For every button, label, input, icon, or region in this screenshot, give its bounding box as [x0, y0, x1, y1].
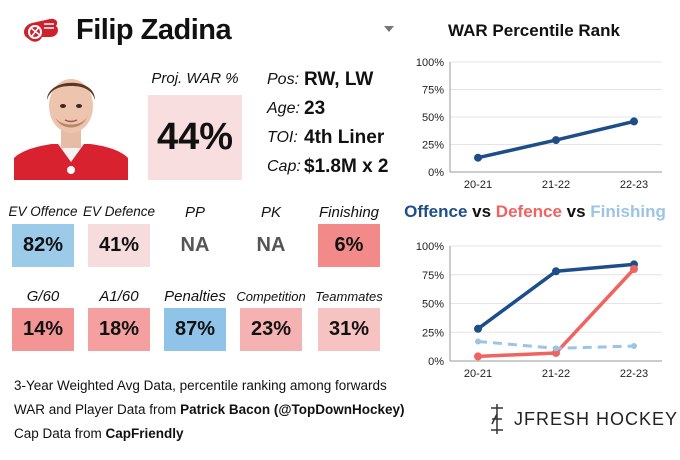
cap-label: Cap: — [267, 158, 301, 175]
y-tick-label: 75% — [422, 85, 444, 97]
proj-war-label: Proj. WAR % — [151, 70, 239, 87]
title-vs-2: vs — [561, 202, 591, 221]
pp-value: NA — [164, 224, 226, 267]
penalties-label: Penalties — [164, 288, 226, 305]
footnote-data-note: 3-Year Weighted Avg Data, percentile ran… — [14, 378, 387, 393]
proj-war-value: 44% — [148, 95, 242, 180]
pp-label: PP — [184, 204, 205, 221]
cap-value: $1.8M x 2 — [304, 156, 389, 177]
toi-label: TOI: — [267, 129, 298, 146]
data-point — [552, 348, 560, 357]
g60-value: 14% — [12, 308, 74, 351]
title-offence: Offence — [404, 202, 468, 221]
x-tick-label: 22-23 — [620, 179, 648, 190]
toi-value: 4th Liner — [304, 127, 385, 148]
cap-source-name: CapFriendly — [105, 426, 184, 441]
x-tick-label: 20-21 — [464, 179, 492, 190]
ev-defence-value: 41% — [88, 224, 150, 267]
y-tick-label: 75% — [422, 270, 444, 282]
ovd-chart-title: Offence vs Defence vs Finishing — [400, 202, 670, 222]
offence-defence-finishing-chart: 0% 25% 50% 75% 100% 20-21 21-22 22-23 — [416, 241, 662, 380]
ev-defence-label: EV Defence — [82, 204, 156, 219]
ev-offence-label: EV Offence — [8, 204, 78, 219]
war-chart-title: WAR Percentile Rank — [448, 21, 620, 40]
pk-value: NA — [240, 224, 302, 267]
competition-label: Competition — [236, 289, 306, 304]
ev-offence-value: 82% — [12, 224, 74, 267]
age-label: Age: — [267, 100, 300, 117]
data-point — [474, 153, 482, 162]
chevron-down-icon[interactable] — [384, 26, 394, 32]
title-defence: Defence — [495, 202, 562, 221]
x-tick-label: 21-22 — [542, 179, 570, 190]
title-vs-1: vs — [467, 202, 496, 221]
data-point — [630, 117, 638, 126]
y-tick-label: 50% — [422, 299, 444, 311]
y-tick-label: 100% — [416, 57, 444, 69]
player-name: Filip Zadina — [76, 14, 232, 46]
penalties-value: 87% — [164, 308, 226, 351]
finishing-label: Finishing — [318, 204, 380, 221]
pos-label: Pos: — [267, 71, 300, 88]
age-value: 23 — [304, 98, 326, 119]
footnote-war-source: WAR and Player Data from Patrick Bacon (… — [14, 402, 405, 417]
title-finishing: Finishing — [590, 202, 666, 221]
y-tick-label: 25% — [422, 140, 444, 152]
war-percentile-chart: 0% 25% 50% 75% 100% 20-21 21-22 22-23 — [416, 57, 662, 190]
data-point — [630, 265, 638, 273]
data-point — [475, 338, 481, 345]
data-point — [474, 324, 482, 333]
g60-label: G/60 — [26, 288, 60, 305]
data-point — [552, 136, 560, 145]
x-tick-label: 21-22 — [542, 368, 570, 380]
competition-value: 23% — [240, 308, 302, 351]
teammates-value: 31% — [318, 308, 380, 351]
data-point — [474, 352, 482, 361]
y-tick-label: 0% — [428, 167, 444, 179]
data-point — [552, 267, 560, 276]
y-tick-label: 0% — [428, 356, 444, 368]
y-tick-label: 25% — [422, 327, 444, 339]
jfresh-logo-icon — [491, 404, 503, 434]
y-tick-label: 100% — [416, 241, 444, 253]
x-tick-label: 22-23 — [620, 368, 648, 380]
pk-label: PK — [260, 204, 281, 221]
brand-name: JFRESH HOCKEY — [514, 408, 679, 429]
jfresh-brand: JFRESH HOCKEY — [488, 402, 678, 436]
pos-value: RW, LW — [304, 69, 374, 90]
war-source-name: Patrick Bacon (@TopDownHockey) — [180, 402, 405, 417]
data-point — [553, 345, 559, 352]
finishing-value: 6% — [318, 224, 380, 267]
a160-label: A1/60 — [99, 288, 139, 305]
y-tick-label: 50% — [422, 112, 444, 124]
teammates-label: Teammates — [315, 289, 383, 304]
footnote-cap-source: Cap Data from CapFriendly — [14, 426, 184, 441]
red-wings-logo — [24, 18, 58, 42]
player-photo — [14, 79, 128, 180]
data-point — [631, 343, 637, 350]
a160-value: 18% — [88, 308, 150, 351]
x-tick-label: 20-21 — [464, 368, 492, 380]
